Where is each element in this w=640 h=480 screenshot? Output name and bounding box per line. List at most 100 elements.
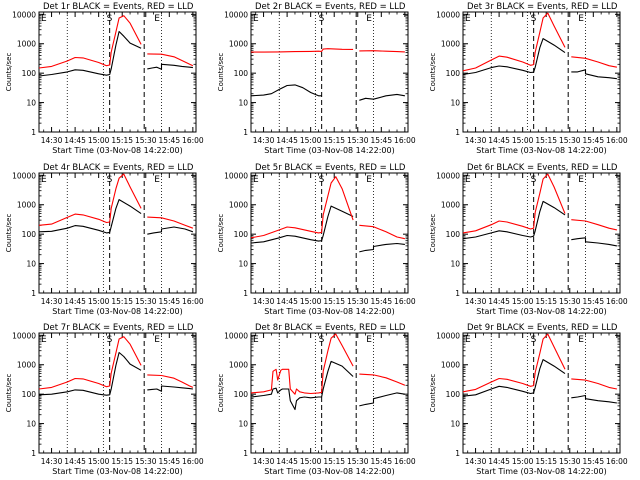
panel-det-7: Det 7r BLACK = Events, RED = LLD 1 10 100 10…	[5, 323, 204, 476]
panel-det-2: Det 2r BLACK = Events, RED = LLD 1 10 100 10…	[217, 2, 416, 155]
x-tick-label: 16:00	[394, 297, 416, 306]
y-tick-label: 10	[238, 260, 248, 269]
x-tick-label: 15:15	[535, 136, 557, 145]
lld-series-line	[250, 176, 406, 240]
segment-marker-label: S	[319, 335, 325, 345]
x-tick-label: 15:30	[559, 136, 581, 145]
x-tick-label: 15:45	[158, 136, 180, 145]
panel-det-1: Det 1r BLACK = Events, RED = LLD 1 10 100 10…	[5, 2, 204, 155]
y-tick-label: 10000	[224, 331, 248, 340]
panel-det-3: Det 3r BLACK = Events, RED = LLD 1 10 100 10…	[429, 2, 628, 155]
events-series-line	[462, 200, 618, 247]
x-tick-label: 14:30	[465, 136, 487, 145]
y-axis-label: Counts/sec	[429, 53, 437, 92]
x-tick-label: 15:45	[370, 457, 392, 466]
segment-marker-label: E	[253, 335, 259, 345]
x-tick-label: 14:30	[465, 297, 487, 306]
panel-title: Det 9r BLACK = Events, RED = LLD	[467, 323, 618, 333]
lld-series-line	[251, 48, 405, 53]
x-tick-label: 15:45	[582, 136, 604, 145]
events-series-line	[38, 351, 193, 396]
segment-marker-label: S	[531, 175, 537, 185]
x-tick-label: 15:30	[347, 136, 369, 145]
events-series-line	[462, 38, 617, 80]
y-tick-label: 1	[31, 128, 36, 137]
segment-marker-label: S	[531, 14, 537, 24]
y-tick-label: 100	[22, 230, 37, 239]
segment-marker-label: E	[578, 14, 584, 24]
x-axis-label: Start Time (03-Nov-08 14:22:00)	[264, 467, 394, 476]
y-tick-label: 1000	[441, 201, 460, 210]
lld-series-line	[462, 173, 618, 234]
segment-marker-label: E	[41, 335, 47, 345]
y-tick-label: 10	[450, 420, 460, 429]
plot-frame	[462, 11, 621, 133]
x-tick-label: 15:00	[300, 297, 322, 306]
plot-frame	[38, 11, 197, 133]
y-tick-label: 100	[446, 69, 461, 78]
segment-marker-label: E	[465, 175, 471, 185]
y-tick-label: 10	[238, 420, 248, 429]
events-series-line	[250, 84, 405, 101]
segment-marker-label: E	[154, 14, 160, 24]
x-tick-label: 14:45	[488, 136, 510, 145]
y-tick-label: 1	[31, 289, 36, 298]
panel-title: Det 4r BLACK = Events, RED = LLD	[43, 163, 194, 173]
panel-det-4: Det 4r BLACK = Events, RED = LLD 1 10 100 10…	[5, 163, 204, 316]
x-tick-label: 16:00	[182, 136, 204, 145]
lld-series-line	[462, 333, 618, 393]
x-tick-label: 15:45	[582, 457, 604, 466]
y-tick-label: 1000	[17, 361, 36, 370]
panel-title: Det 2r BLACK = Events, RED = LLD	[255, 2, 406, 12]
plot-frame	[462, 332, 621, 454]
y-tick-label: 10000	[436, 10, 460, 19]
segment-marker-label: E	[154, 175, 160, 185]
x-tick-label: 15:15	[323, 457, 345, 466]
segment-marker-label: E	[366, 175, 372, 185]
segment-marker-label: E	[465, 335, 471, 345]
plot-frame	[250, 11, 409, 133]
x-axis-label: Start Time (03-Nov-08 14:22:00)	[476, 146, 606, 155]
x-tick-label: 14:30	[253, 457, 275, 466]
x-tick-label: 14:45	[276, 297, 298, 306]
y-tick-label: 10000	[436, 171, 460, 180]
y-tick-label: 1	[243, 289, 248, 298]
panel-title: Det 8r BLACK = Events, RED = LLD	[255, 323, 406, 333]
panel-title: Det 7r BLACK = Events, RED = LLD	[43, 323, 194, 333]
y-tick-label: 10	[26, 420, 36, 429]
x-tick-label: 15:30	[559, 457, 581, 466]
y-tick-label: 1000	[17, 40, 36, 49]
panel-det-5: Det 5r BLACK = Events, RED = LLD 1 10 100 10…	[217, 163, 416, 316]
x-tick-label: 16:00	[182, 457, 204, 466]
lld-series-line	[462, 12, 618, 72]
panel-title: Det 1r BLACK = Events, RED = LLD	[43, 2, 194, 12]
panel-det-9: Det 9r BLACK = Events, RED = LLD 1 10 100 10…	[429, 323, 628, 476]
x-tick-label: 15:30	[559, 297, 581, 306]
x-tick-label: 15:30	[135, 297, 157, 306]
y-tick-label: 1000	[229, 361, 248, 370]
y-axis-label: Counts/sec	[5, 53, 13, 92]
segment-marker-label: E	[154, 335, 160, 345]
x-tick-label: 15:30	[135, 136, 157, 145]
x-tick-label: 15:15	[323, 136, 345, 145]
y-tick-label: 10000	[12, 10, 36, 19]
x-tick-label: 14:45	[488, 457, 510, 466]
x-tick-label: 15:00	[512, 457, 534, 466]
y-tick-label: 1000	[229, 40, 248, 49]
x-tick-label: 14:45	[488, 297, 510, 306]
y-tick-label: 10000	[12, 331, 36, 340]
y-axis-label: Counts/sec	[217, 214, 225, 253]
segment-marker-label: E	[41, 14, 47, 24]
y-axis-label: Counts/sec	[429, 214, 437, 253]
x-tick-label: 15:45	[158, 297, 180, 306]
y-tick-label: 10	[450, 260, 460, 269]
y-tick-label: 10	[238, 99, 248, 108]
plot-frame	[38, 172, 197, 294]
segment-marker-label: E	[253, 175, 259, 185]
panel-title: Det 6r BLACK = Events, RED = LLD	[467, 163, 618, 173]
events-series-line	[250, 205, 405, 253]
y-tick-label: 100	[446, 390, 461, 399]
x-tick-label: 15:15	[535, 457, 557, 466]
x-tick-label: 15:45	[370, 136, 392, 145]
